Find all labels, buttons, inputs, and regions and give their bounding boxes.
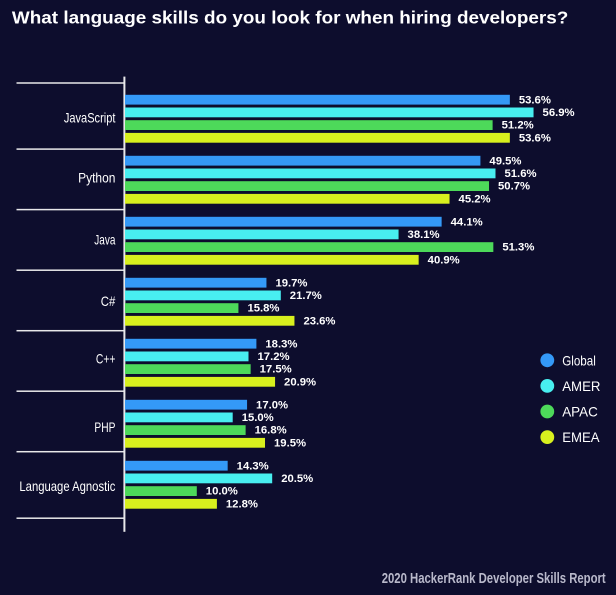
svg-text:21.7%: 21.7% bbox=[290, 290, 322, 302]
svg-text:44.1%: 44.1% bbox=[451, 216, 483, 228]
svg-text:AMER: AMER bbox=[562, 378, 600, 394]
svg-text:45.2%: 45.2% bbox=[459, 193, 491, 205]
svg-text:PHP: PHP bbox=[94, 419, 115, 435]
svg-text:Global: Global bbox=[562, 352, 596, 368]
svg-text:Python: Python bbox=[78, 170, 115, 186]
svg-text:40.9%: 40.9% bbox=[428, 254, 460, 266]
svg-text:17.5%: 17.5% bbox=[260, 364, 292, 376]
svg-text:15.0%: 15.0% bbox=[242, 412, 274, 424]
svg-text:12.8%: 12.8% bbox=[226, 498, 258, 510]
svg-text:Language Agnostic: Language Agnostic bbox=[19, 478, 115, 494]
svg-text:APAC: APAC bbox=[562, 404, 598, 420]
svg-text:18.3%: 18.3% bbox=[265, 338, 297, 350]
svg-text:53.6%: 53.6% bbox=[519, 94, 551, 106]
svg-text:19.7%: 19.7% bbox=[275, 277, 307, 289]
svg-text:EMEA: EMEA bbox=[562, 429, 600, 445]
svg-text:What language skills do you lo: What language skills do you look for whe… bbox=[12, 8, 568, 28]
svg-text:20.5%: 20.5% bbox=[281, 473, 313, 485]
svg-text:19.5%: 19.5% bbox=[274, 437, 306, 449]
svg-text:51.3%: 51.3% bbox=[502, 242, 534, 254]
svg-text:50.7%: 50.7% bbox=[498, 181, 530, 193]
svg-text:17.0%: 17.0% bbox=[256, 399, 288, 411]
svg-text:JavaScript: JavaScript bbox=[64, 109, 116, 125]
svg-text:56.9%: 56.9% bbox=[543, 107, 575, 119]
svg-text:15.8%: 15.8% bbox=[247, 303, 279, 315]
svg-text:10.0%: 10.0% bbox=[206, 486, 238, 498]
svg-text:Java: Java bbox=[94, 232, 115, 248]
svg-text:2020 HackerRank Developer Skil: 2020 HackerRank Developer Skills Report bbox=[382, 571, 606, 587]
svg-text:49.5%: 49.5% bbox=[489, 155, 521, 167]
svg-text:53.6%: 53.6% bbox=[519, 132, 551, 144]
svg-text:20.9%: 20.9% bbox=[284, 376, 316, 388]
svg-text:17.2%: 17.2% bbox=[258, 351, 290, 363]
svg-text:C++: C++ bbox=[96, 350, 116, 366]
svg-text:51.2%: 51.2% bbox=[502, 120, 534, 132]
svg-text:38.1%: 38.1% bbox=[408, 229, 440, 241]
svg-text:51.6%: 51.6% bbox=[504, 168, 536, 180]
svg-text:14.3%: 14.3% bbox=[237, 460, 269, 472]
svg-text:16.8%: 16.8% bbox=[255, 425, 287, 437]
svg-text:23.6%: 23.6% bbox=[303, 315, 335, 327]
svg-text:C#: C# bbox=[101, 293, 116, 309]
